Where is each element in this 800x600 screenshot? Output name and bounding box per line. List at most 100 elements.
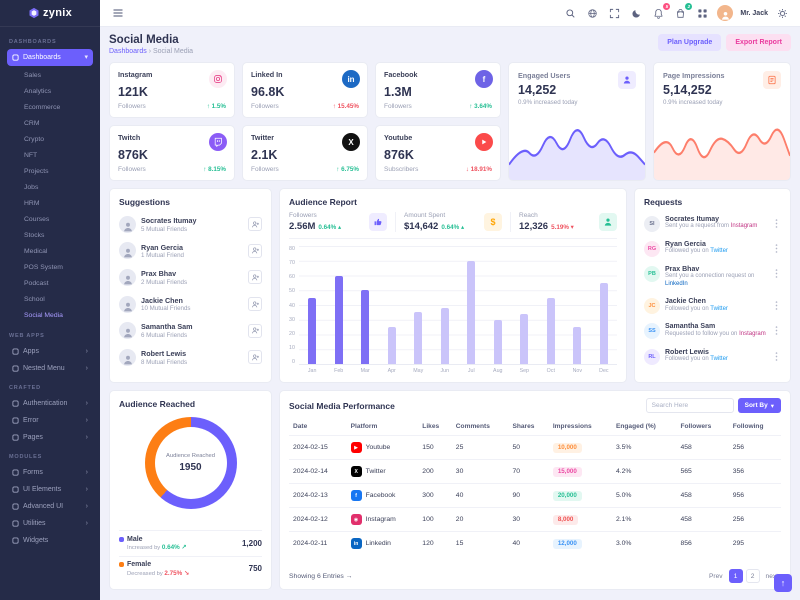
initials-avatar: RG xyxy=(644,240,660,257)
logo-icon xyxy=(29,7,39,19)
female-dot xyxy=(119,562,124,567)
sidebar-subitem-stocks[interactable]: Stocks xyxy=(24,231,45,239)
sidebar-menu: DASHBOARDS Dashboards ▾ Sales Analytics Ecomm… xyxy=(0,27,100,600)
request-text: Followed you on Twitter xyxy=(665,248,728,255)
more-options-icon[interactable] xyxy=(771,241,781,254)
performance-title: Social Media Performance xyxy=(289,400,395,411)
more-options-icon[interactable] xyxy=(771,216,781,229)
sidebar-item-widgets[interactable]: Widgets xyxy=(7,532,93,549)
sidebar-item-nested-menu[interactable]: Nested Menu › xyxy=(7,360,93,377)
add-friend-icon[interactable] xyxy=(248,243,262,258)
page-content: Social Media Dashboards › Social Media P… xyxy=(100,27,800,600)
sidebar-subitem-courses[interactable]: Courses xyxy=(24,215,50,223)
sidebar-item-advanced-ui[interactable]: Advanced UI › xyxy=(7,498,93,515)
sidebar-item-ui-elements[interactable]: UI Elements › xyxy=(7,481,93,498)
column-engaged[interactable]: Engaged (%) xyxy=(615,423,656,430)
add-friend-icon[interactable] xyxy=(248,217,262,232)
pagination-next[interactable]: next xyxy=(765,572,778,580)
search-icon[interactable] xyxy=(563,6,578,21)
sidebar-subitem-projects[interactable]: Projects xyxy=(24,167,49,175)
sidebar-item-utilities[interactable]: Utilities › xyxy=(7,515,93,532)
notification-badge: 5 xyxy=(663,2,671,10)
sidebar-subitem-jobs[interactable]: Jobs xyxy=(24,183,39,191)
sidebar-subitem-crm[interactable]: CRM xyxy=(24,119,40,127)
sidebar-subitem-sales[interactable]: Sales xyxy=(24,71,42,79)
cell-date: 2024-02-12 xyxy=(289,507,347,532)
cart-icon[interactable]: 2 xyxy=(673,2,693,21)
initials-avatar: JC xyxy=(644,298,660,315)
avatar xyxy=(119,295,136,313)
user-avatar[interactable] xyxy=(717,5,734,21)
audience-reached-title: Audience Reached xyxy=(119,399,196,409)
column-platform[interactable]: Platform xyxy=(350,423,378,430)
settings-gear-icon[interactable] xyxy=(775,6,790,21)
chevron-icon: › xyxy=(85,348,88,355)
notifications-bell-icon[interactable]: 5 xyxy=(651,2,671,21)
plan-upgrade-button[interactable]: Plan Upgrade xyxy=(658,34,722,51)
cell-likes: 300 xyxy=(418,483,452,508)
sidebar-item-forms[interactable]: Forms › xyxy=(7,464,93,481)
sort-by-button[interactable]: Sort By ▾ xyxy=(737,398,781,413)
sidebar-subitem-pos-system[interactable]: POS System xyxy=(24,263,63,271)
sidebar-subitem-social-media[interactable]: Social Media xyxy=(24,311,63,319)
more-options-icon[interactable] xyxy=(771,298,781,311)
app-logo[interactable]: zynix xyxy=(0,0,100,27)
female-change: 2.75% xyxy=(164,569,183,577)
sidebar-subitem-analytics[interactable]: Analytics xyxy=(24,87,52,95)
app-name: zynix xyxy=(42,7,72,19)
export-report-button[interactable]: Export Report xyxy=(726,34,791,51)
platform-link[interactable]: LinkedIn xyxy=(665,281,688,288)
sidebar-subitem-nft[interactable]: NFT xyxy=(24,151,38,159)
platform-link[interactable]: Instagram xyxy=(739,330,766,337)
column-following[interactable]: Following xyxy=(732,423,764,430)
breadcrumb-dashboards[interactable]: Dashboards xyxy=(109,48,147,55)
sidebar-item-apps[interactable]: Apps › xyxy=(7,343,93,360)
sidebar-subitem-medical[interactable]: Medical xyxy=(24,247,48,255)
sidebar-subitem-hrm[interactable]: HRM xyxy=(24,199,40,207)
more-options-icon[interactable] xyxy=(771,349,781,362)
user-name[interactable]: Mr. Jack xyxy=(740,9,768,17)
column-followers[interactable]: Followers xyxy=(680,423,712,430)
pagination-page-1[interactable]: 1 xyxy=(728,569,743,583)
column-likes[interactable]: Likes xyxy=(422,423,440,430)
language-globe-icon[interactable] xyxy=(585,6,600,21)
sidebar-item-pages[interactable]: Pages › xyxy=(7,429,93,446)
pagination-page-2[interactable]: 2 xyxy=(745,569,760,583)
column-comments[interactable]: Comments xyxy=(455,423,490,430)
request-text: Sent you a connection request on LinkedI… xyxy=(665,273,755,288)
sidebar-subitem-school[interactable]: School xyxy=(24,295,45,303)
cell-following: 295 xyxy=(728,531,781,555)
column-shares[interactable]: Shares xyxy=(512,423,535,430)
more-options-icon[interactable] xyxy=(771,323,781,336)
platform-link[interactable]: Twitter xyxy=(710,356,728,363)
sidebar-subitem-podcast[interactable]: Podcast xyxy=(24,279,49,287)
sidebar-toggle-icon[interactable] xyxy=(110,6,125,21)
metric-reach: Reach 12,326 5.19% ▾ xyxy=(511,212,617,232)
platform-link[interactable]: Twitter xyxy=(710,248,728,255)
sidebar-item-authentication[interactable]: Authentication › xyxy=(7,395,93,412)
add-friend-icon[interactable] xyxy=(248,323,262,338)
sidebar-subitem-ecommerce[interactable]: Ecommerce xyxy=(24,103,61,111)
cell-platform: ◉ Instagram xyxy=(346,507,419,532)
sidebar-item-error[interactable]: Error › xyxy=(7,412,93,429)
dark-mode-moon-icon[interactable] xyxy=(629,6,644,21)
column-impressions[interactable]: Impressions xyxy=(552,423,592,430)
apps-grid-icon[interactable] xyxy=(695,6,710,21)
add-friend-icon[interactable] xyxy=(248,350,262,365)
platform-name: Instagram xyxy=(118,70,153,79)
platform-link[interactable]: Instagram xyxy=(730,223,758,230)
scroll-top-button[interactable]: ↑ xyxy=(774,574,792,592)
menu-box-icon xyxy=(12,417,19,424)
sidebar-item-dashboards[interactable]: Dashboards ▾ xyxy=(7,49,93,66)
sidebar-subitem-crypto[interactable]: Crypto xyxy=(24,135,45,143)
stat-change: ↑ 8.15% xyxy=(203,166,226,173)
table-search-input[interactable] xyxy=(645,398,734,413)
fullscreen-icon[interactable] xyxy=(607,6,622,21)
add-friend-icon[interactable] xyxy=(248,297,262,312)
platform-link[interactable]: Twitter xyxy=(710,305,728,312)
column-date[interactable]: Date xyxy=(293,423,308,430)
add-friend-icon[interactable] xyxy=(248,270,262,285)
request-row: RG Ryan Gercia Followed you on Twitter xyxy=(635,236,790,261)
more-options-icon[interactable] xyxy=(771,266,781,279)
pagination-prev[interactable]: Prev xyxy=(708,572,723,580)
